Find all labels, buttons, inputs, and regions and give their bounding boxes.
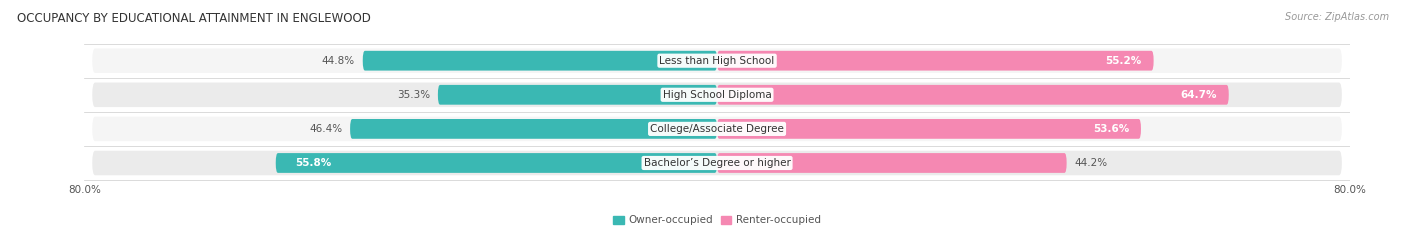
Text: Source: ZipAtlas.com: Source: ZipAtlas.com <box>1285 12 1389 22</box>
Text: High School Diploma: High School Diploma <box>662 90 772 100</box>
Legend: Owner-occupied, Renter-occupied: Owner-occupied, Renter-occupied <box>609 211 825 230</box>
Text: 55.2%: 55.2% <box>1105 56 1142 66</box>
FancyBboxPatch shape <box>93 48 1341 73</box>
Text: Bachelor’s Degree or higher: Bachelor’s Degree or higher <box>644 158 790 168</box>
Text: 44.8%: 44.8% <box>322 56 354 66</box>
FancyBboxPatch shape <box>350 119 717 139</box>
Text: 46.4%: 46.4% <box>309 124 342 134</box>
Text: 44.2%: 44.2% <box>1074 158 1108 168</box>
FancyBboxPatch shape <box>437 85 717 105</box>
FancyBboxPatch shape <box>717 119 1142 139</box>
Text: 55.8%: 55.8% <box>295 158 332 168</box>
Text: OCCUPANCY BY EDUCATIONAL ATTAINMENT IN ENGLEWOOD: OCCUPANCY BY EDUCATIONAL ATTAINMENT IN E… <box>17 12 371 25</box>
Text: 53.6%: 53.6% <box>1092 124 1129 134</box>
FancyBboxPatch shape <box>363 51 717 71</box>
FancyBboxPatch shape <box>717 51 1154 71</box>
Text: Less than High School: Less than High School <box>659 56 775 66</box>
FancyBboxPatch shape <box>93 151 1341 175</box>
Text: 64.7%: 64.7% <box>1181 90 1218 100</box>
FancyBboxPatch shape <box>717 85 1229 105</box>
FancyBboxPatch shape <box>93 116 1341 141</box>
FancyBboxPatch shape <box>717 153 1067 173</box>
FancyBboxPatch shape <box>93 82 1341 107</box>
FancyBboxPatch shape <box>276 153 717 173</box>
Text: College/Associate Degree: College/Associate Degree <box>650 124 785 134</box>
Text: 35.3%: 35.3% <box>396 90 430 100</box>
